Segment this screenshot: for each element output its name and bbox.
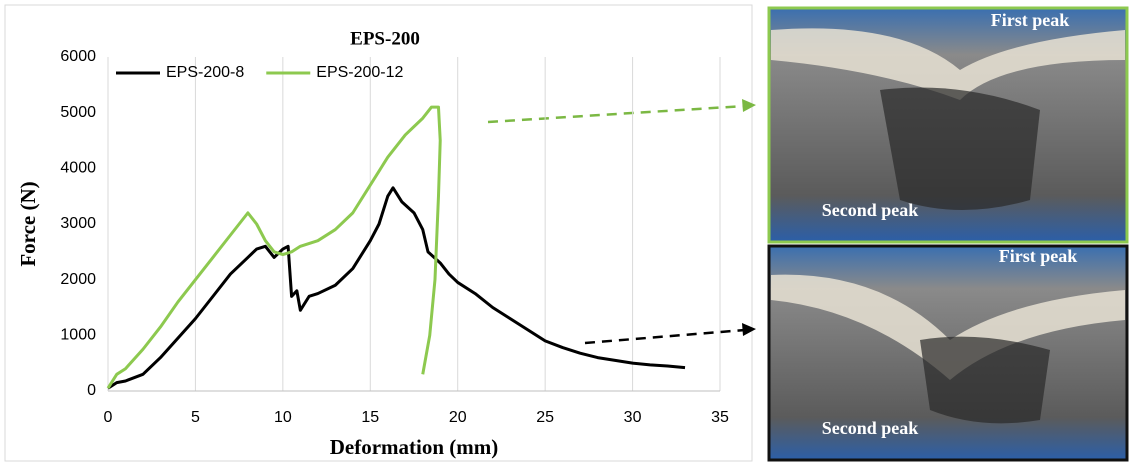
y-tick-label: 6000: [60, 48, 96, 65]
chart-frame: [4, 4, 753, 462]
y-tick-label: 1000: [60, 327, 96, 344]
arrow-head: [742, 323, 756, 336]
x-tick-label: 20: [449, 409, 467, 426]
x-axis-label: Deformation (mm): [330, 435, 499, 459]
x-tick-label: 35: [711, 409, 729, 426]
chart-title: EPS-200: [350, 28, 420, 49]
y-tick-label: 2000: [60, 271, 96, 288]
arrow-head: [742, 99, 756, 112]
fibers: [771, 28, 1125, 100]
photo-label: First peak: [999, 246, 1078, 266]
photo-top: First peak Second peak: [767, 6, 1129, 244]
x-tick-label: 30: [624, 409, 642, 426]
x-tick-label: 10: [274, 409, 292, 426]
y-tick-label: 0: [87, 382, 96, 399]
legend-label: EPS-200-12: [316, 64, 403, 81]
y-tick-label: 4000: [60, 160, 96, 177]
y-axis-label: Force (N): [16, 181, 40, 266]
crater: [880, 87, 1040, 210]
x-tick-label: 15: [361, 409, 379, 426]
photo-label: First peak: [991, 10, 1070, 30]
photo-bottom: First peak Second peak: [767, 244, 1129, 462]
arrow: [487, 104, 746, 124]
x-tick-label: 0: [104, 409, 113, 426]
photo-label: Second peak: [822, 418, 919, 438]
x-tick-label: 5: [191, 409, 200, 426]
y-tick-label: 3000: [60, 215, 96, 232]
series-line: [106, 105, 442, 390]
arrow: [584, 328, 746, 345]
x-tick-label: 25: [536, 409, 554, 426]
legend-label: EPS-200-8: [166, 64, 244, 81]
photo-label: Second peak: [822, 200, 919, 220]
crater: [920, 336, 1050, 424]
y-tick-label: 5000: [60, 104, 96, 121]
fibers: [771, 274, 1125, 380]
series-line: [107, 186, 686, 390]
